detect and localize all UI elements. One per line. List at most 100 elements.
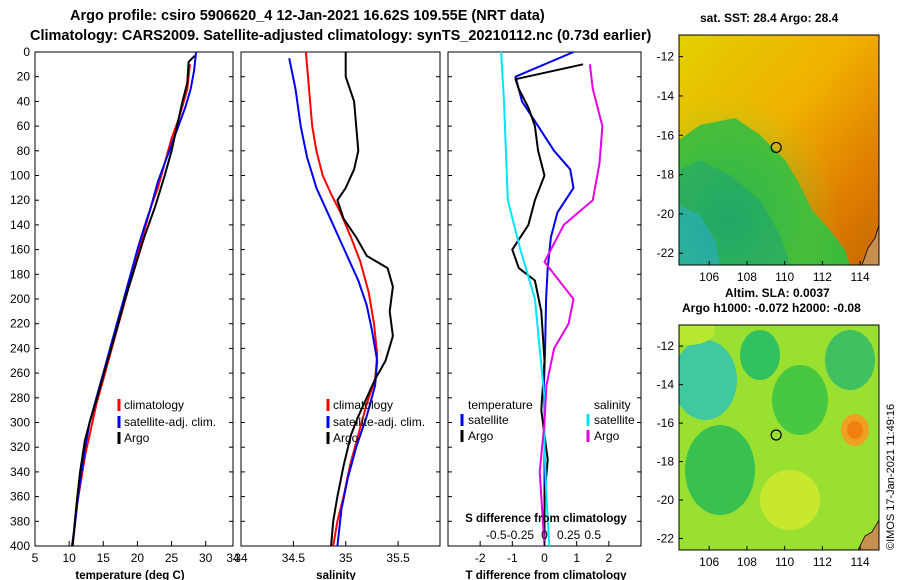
depth-tick-label: 360 xyxy=(10,490,30,504)
legend-label-t-satellite: satellite xyxy=(468,413,509,427)
legend-label-satellite-adj: satellite-adj. clim. xyxy=(124,415,216,429)
x-tick-label: -1 xyxy=(507,551,518,565)
salinity-x-axis: 34 34.5 35 35.5 xyxy=(234,541,410,565)
x-tick-label: -2 xyxy=(475,551,486,565)
sst-map-axes: 106 108 110 112 114 -12 -14 -16 -18 -20 -22 xyxy=(657,50,870,284)
s-tick-label: 0 xyxy=(541,528,548,542)
depth-tick-label: 220 xyxy=(10,317,30,331)
depth-tick-label: 100 xyxy=(10,169,30,183)
series-line-climatology xyxy=(304,51,379,547)
temperature-panel-frame xyxy=(34,51,234,547)
temperature-lines xyxy=(70,51,198,547)
x-tick-label: 20 xyxy=(131,551,145,565)
sst-map xyxy=(679,35,879,265)
map-lat-label: -20 xyxy=(657,493,675,507)
depth-tick-label: 240 xyxy=(10,341,30,355)
map-lat-label: -14 xyxy=(657,378,675,392)
map-lon-label: 110 xyxy=(775,270,794,284)
x-tick-label: 15 xyxy=(97,551,111,565)
series-line-climatology xyxy=(71,64,191,547)
x-tick-label: 34 xyxy=(234,551,248,565)
map-lon-label: 106 xyxy=(699,555,719,569)
map-lon-label: 106 xyxy=(699,270,719,284)
depth-tick-label: 200 xyxy=(10,292,30,306)
map-lat-label: -14 xyxy=(657,89,675,103)
x-tick-label: 35 xyxy=(339,551,353,565)
legend-label-satellite-adj: satellite-adj. clim. xyxy=(333,415,425,429)
depth-tick-label: 0 xyxy=(23,45,30,59)
salinity-lines xyxy=(288,51,394,547)
difference-legend: temperature salinity satellite Argo sate… xyxy=(460,398,635,443)
map-lat-label: -18 xyxy=(657,168,675,182)
depth-tick-label: 340 xyxy=(10,465,30,479)
map-lon-label: 114 xyxy=(851,270,870,284)
depth-tick-label: 40 xyxy=(17,94,31,108)
s-difference-axis: -0.5 -0.25 0 0.25 0.5 xyxy=(486,528,602,542)
series-line-t-argo xyxy=(511,63,584,546)
map-lon-label: 108 xyxy=(737,270,757,284)
depth-tick-label: 320 xyxy=(10,440,30,454)
s-tick-label: -0.25 xyxy=(507,528,535,542)
x-tick-label: 34 xyxy=(226,551,240,565)
map-lon-label: 110 xyxy=(775,555,794,569)
series-line-s-argo xyxy=(538,64,604,547)
sla-map-title: Altim. SLA: 0.0037 xyxy=(725,286,830,300)
map-lat-label: -12 xyxy=(657,339,675,353)
depth-tick-label: 20 xyxy=(17,70,31,84)
sla-map-subtitle: Argo h1000: -0.072 h2000: -0.08 xyxy=(682,301,861,315)
depth-tick-label: 380 xyxy=(10,514,30,528)
legend-label-climatology: climatology xyxy=(124,398,184,412)
x-tick-label: 5 xyxy=(32,551,39,565)
x-tick-label: 25 xyxy=(165,551,179,565)
depth-tick-label: 120 xyxy=(10,193,30,207)
series-line-s-satellite xyxy=(500,51,551,547)
legend-label-s-argo: Argo xyxy=(594,429,620,443)
figure-subtitle: Climatology: CARS2009. Satellite-adjuste… xyxy=(30,28,651,44)
salinity-panel-frame xyxy=(240,51,441,547)
legend-label-s-satellite: satellite xyxy=(594,413,635,427)
legend-label-t-argo: Argo xyxy=(468,429,494,443)
figure-title: Argo profile: csiro 5906620_4 12-Jan-202… xyxy=(70,8,545,24)
salinity-axis-label: salinity xyxy=(316,570,356,580)
x-tick-label: 1 xyxy=(573,551,580,565)
s-tick-label: -0.5 xyxy=(486,528,507,542)
depth-tick-label: 60 xyxy=(17,119,31,133)
map-lon-label: 112 xyxy=(813,555,832,569)
legend-header-temperature: temperature xyxy=(468,398,533,412)
x-tick-label: 2 xyxy=(605,551,612,565)
x-tick-label: 10 xyxy=(62,551,76,565)
series-line-argo xyxy=(71,54,196,547)
map-lat-label: -22 xyxy=(657,531,675,545)
depth-tick-label: 300 xyxy=(10,416,30,430)
x-tick-label: 30 xyxy=(199,551,213,565)
t-difference-x-axis: -2 -1 0 1 2 xyxy=(475,541,612,565)
series-line-satellite-adj-clim- xyxy=(70,51,198,547)
imos-credit: ©IMOS 17-Jan-2021 11:49:16 xyxy=(885,404,897,550)
sla-map xyxy=(679,325,879,550)
sla-map-axes: 106 108 110 112 114 -12 -14 -16 -18 -20 -22 xyxy=(657,339,870,569)
map-lon-label: 114 xyxy=(851,555,870,569)
s-tick-label: 0.25 xyxy=(557,528,581,542)
x-tick-label: 34.5 xyxy=(282,551,306,565)
s-tick-label: 0.5 xyxy=(584,528,601,542)
map-lon-label: 112 xyxy=(813,270,832,284)
map-lat-label: -20 xyxy=(657,207,675,221)
land-icon xyxy=(861,224,879,265)
map-lat-label: -12 xyxy=(657,50,675,64)
map-lat-label: -16 xyxy=(657,128,675,142)
temperature-legend: climatology satellite-adj. clim. Argo xyxy=(117,398,216,445)
sla-map-frame xyxy=(678,324,880,551)
temperature-x-axis: 5 10 15 20 25 30 34 xyxy=(32,541,240,565)
depth-tick-label: 180 xyxy=(10,267,30,281)
depth-axis: 0 20 40 60 80 100 120 140 160 180 200 220 240 260 280 3… xyxy=(10,45,641,553)
legend-label-argo: Argo xyxy=(333,431,359,445)
legend-label-climatology: climatology xyxy=(333,398,393,412)
depth-tick-label: 260 xyxy=(10,366,30,380)
map-lat-label: -16 xyxy=(657,416,675,430)
t-difference-axis-label: T difference from climatology xyxy=(465,570,627,580)
map-lat-label: -18 xyxy=(657,455,675,469)
difference-lines xyxy=(500,51,604,547)
argo-location-marker xyxy=(770,141,782,154)
x-tick-label: 0 xyxy=(541,551,548,565)
map-lon-label: 108 xyxy=(737,555,757,569)
